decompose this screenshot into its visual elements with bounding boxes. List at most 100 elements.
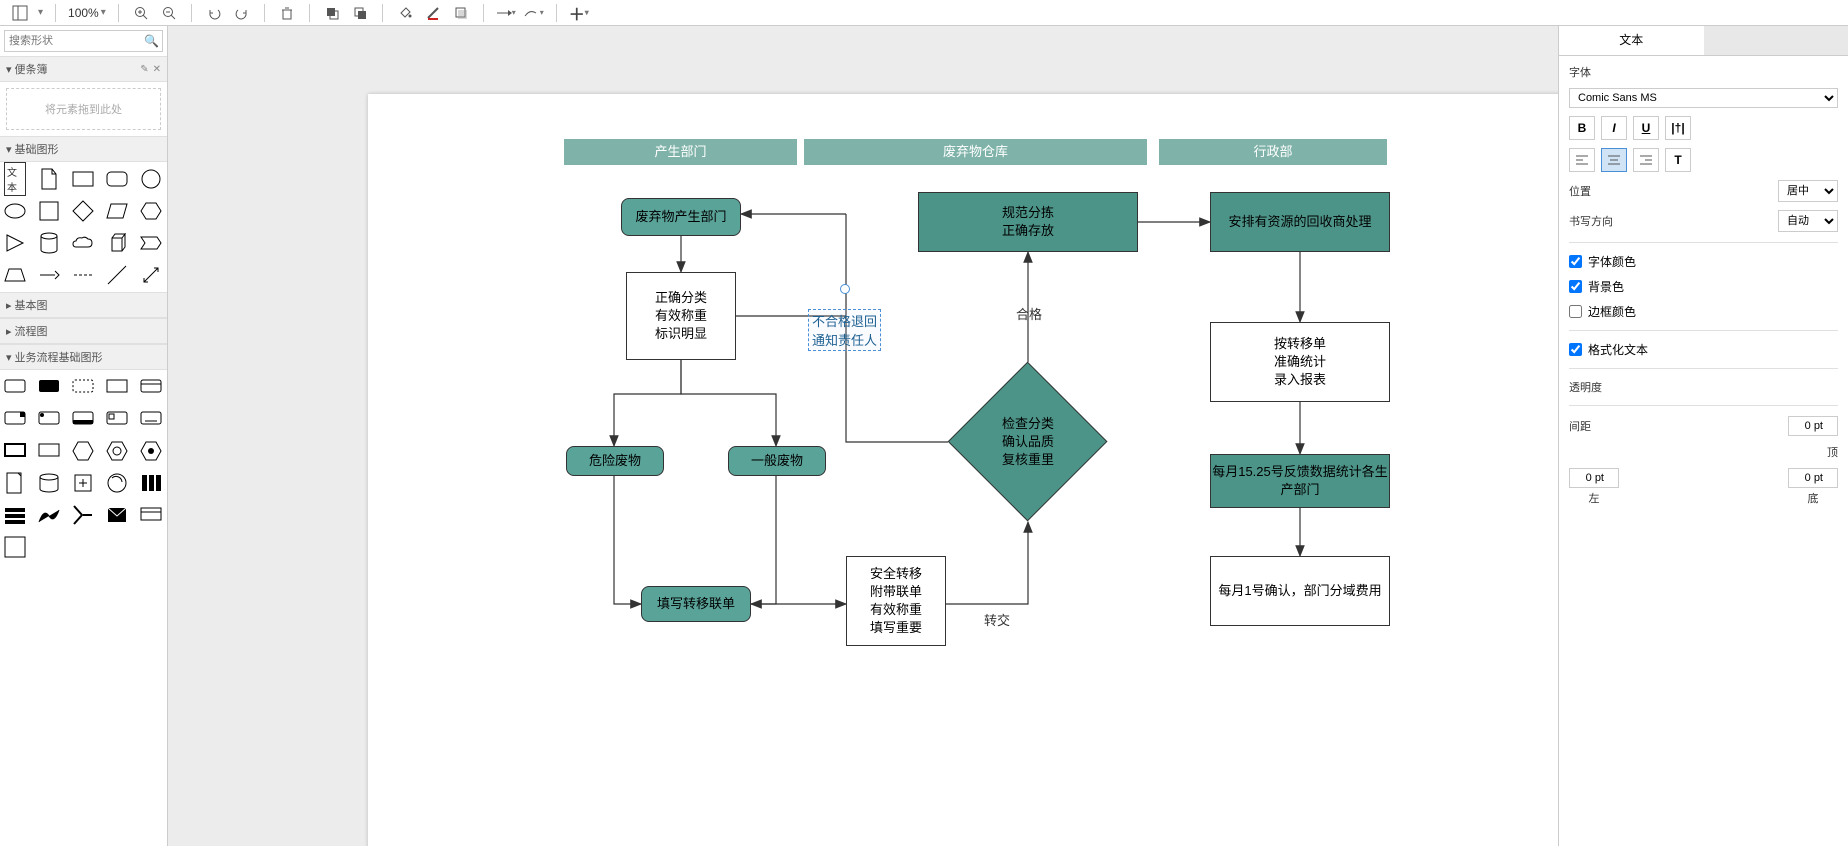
edit-icon[interactable]: ✎ [140, 64, 148, 75]
flow-node[interactable]: 安排有资源的回收商处理 [1210, 192, 1390, 252]
tab-other[interactable] [1704, 26, 1848, 55]
bpmn-shape-20[interactable] [4, 504, 26, 526]
scratch-drop[interactable]: 将元素拖到此处 [6, 88, 161, 130]
search-input[interactable] [4, 30, 163, 52]
shape-line[interactable] [106, 264, 128, 286]
zoom-level[interactable]: 100% ▾ [68, 6, 106, 20]
bpmn-shape-8[interactable] [106, 408, 128, 430]
search-icon[interactable]: 🔍 [144, 34, 159, 48]
edge-label[interactable]: 合格 [1016, 304, 1042, 323]
rotate-handle[interactable] [840, 284, 850, 294]
flow-node[interactable]: 废弃物产生部门 [621, 198, 741, 236]
shape-cube[interactable] [106, 232, 128, 254]
swimlane-header[interactable]: 废弃物仓库 [803, 138, 1148, 166]
bpmn-shape-19[interactable] [140, 472, 162, 494]
flow-node[interactable]: 按转移单准确统计录入报表 [1210, 322, 1390, 402]
dir-select[interactable]: 自动 [1778, 210, 1838, 232]
bpmn-shape-11[interactable] [38, 440, 60, 462]
flow-node[interactable]: 规范分拣正确存放 [918, 192, 1138, 252]
bpmn-shape-0[interactable] [4, 376, 26, 398]
bpmn-shape-23[interactable] [106, 504, 128, 526]
align-right-button[interactable] [1633, 148, 1659, 172]
section-basic-shapes[interactable]: ▾基础图形 [0, 136, 167, 162]
shape-cloud[interactable] [72, 232, 94, 254]
shape-page[interactable] [38, 168, 60, 190]
shape-dashed[interactable] [72, 264, 94, 286]
bpmn-shape-3[interactable] [106, 376, 128, 398]
bpmn-shape-14[interactable] [140, 440, 162, 462]
italic-button[interactable]: I [1601, 116, 1627, 140]
flow-node-diamond[interactable]: 检查分类确认品质复核重里 [948, 362, 1108, 522]
canvas[interactable]: 产生部门废弃物仓库行政部废弃物产生部门正确分类有效称重标识明显危险废物一般废物填… [368, 94, 1558, 846]
zoom-in-icon[interactable] [131, 3, 151, 23]
shape-rect[interactable] [72, 168, 94, 190]
redo-icon[interactable] [232, 3, 252, 23]
swimlane-header[interactable]: 行政部 [1158, 138, 1388, 166]
flow-node[interactable]: 安全转移附带联单有效称重填写重要 [846, 556, 946, 646]
shape-biarrow[interactable] [140, 264, 162, 286]
left-input[interactable] [1569, 468, 1619, 488]
shape-circle[interactable] [140, 168, 162, 190]
align-left-button[interactable] [1569, 148, 1595, 172]
bpmn-shape-22[interactable] [72, 504, 94, 526]
align-center-button[interactable] [1601, 148, 1627, 172]
underline-button[interactable]: U [1633, 116, 1659, 140]
conn-style-icon[interactable]: ▾ [496, 3, 516, 23]
bpmn-shape-16[interactable] [38, 472, 60, 494]
front-icon[interactable] [322, 3, 342, 23]
chk-bordercolor[interactable]: 边框颜色 [1569, 303, 1838, 320]
shape-text[interactable]: 文本 [4, 168, 26, 190]
bpmn-shape-6[interactable] [38, 408, 60, 430]
bpmn-shape-1[interactable] [38, 376, 60, 398]
chk-bgcolor[interactable]: 背景色 [1569, 278, 1838, 295]
close-icon[interactable]: ✕ [153, 64, 161, 75]
waypoint-icon[interactable]: ▾ [524, 3, 544, 23]
section-scratch[interactable]: ▾便条簿 ✎✕ [0, 56, 167, 82]
shape-tri[interactable] [4, 232, 26, 254]
shape-rounded[interactable] [106, 168, 128, 190]
section-flowchart[interactable]: ▸流程图 [0, 318, 167, 344]
flow-node[interactable]: 每月1号确认，部门分域费用 [1210, 556, 1390, 626]
edge-label[interactable]: 转交 [984, 610, 1010, 629]
shape-diamond[interactable] [72, 200, 94, 222]
undo-icon[interactable] [204, 3, 224, 23]
selected-edge-label[interactable]: 不合格退回通知责任人 [808, 309, 881, 351]
flow-node[interactable]: 正确分类有效称重标识明显 [626, 272, 736, 360]
shape-arrow[interactable] [38, 264, 60, 286]
fill-icon[interactable] [395, 3, 415, 23]
spacing-button[interactable]: |†| [1665, 116, 1691, 140]
spacing-input[interactable] [1788, 416, 1838, 436]
shadow-icon[interactable] [451, 3, 471, 23]
chk-fontcolor[interactable]: 字体颜色 [1569, 253, 1838, 270]
bpmn-shape-9[interactable] [140, 408, 162, 430]
tab-text[interactable]: 文本 [1559, 26, 1704, 55]
bpmn-shape-18[interactable] [106, 472, 128, 494]
layout-icon[interactable] [10, 3, 30, 23]
section-bpmn[interactable]: ▾业务流程基础图形 [0, 344, 167, 370]
bpmn-shape-5[interactable] [4, 408, 26, 430]
zoom-out-icon[interactable] [159, 3, 179, 23]
vert-top-button[interactable]: T [1665, 148, 1691, 172]
add-icon[interactable]: ＋▾ [569, 3, 589, 23]
bpmn-shape-13[interactable] [106, 440, 128, 462]
bpmn-shape-15[interactable] [4, 472, 26, 494]
flow-node[interactable]: 危险废物 [566, 446, 664, 476]
chk-format[interactable]: 格式化文本 [1569, 341, 1838, 358]
shape-hex[interactable] [140, 200, 162, 222]
shape-trap[interactable] [4, 264, 26, 286]
bpmn-shape-10[interactable] [4, 440, 26, 462]
shape-square[interactable] [38, 200, 60, 222]
canvas-area[interactable]: 产生部门废弃物仓库行政部废弃物产生部门正确分类有效称重标识明显危险废物一般废物填… [168, 26, 1558, 846]
bold-button[interactable]: B [1569, 116, 1595, 140]
bpmn-shape-12[interactable] [72, 440, 94, 462]
shape-ellipse[interactable] [4, 200, 26, 222]
section-basic-diagram[interactable]: ▸基本图 [0, 292, 167, 318]
flow-node[interactable]: 填写转移联单 [641, 586, 751, 622]
flow-node[interactable]: 每月15.25号反馈数据统计各生产部门 [1210, 454, 1390, 508]
bpmn-shape-2[interactable] [72, 376, 94, 398]
back-icon[interactable] [350, 3, 370, 23]
pos-select[interactable]: 居中 [1778, 180, 1838, 202]
bpmn-shape-7[interactable] [72, 408, 94, 430]
bpmn-shape-4[interactable] [140, 376, 162, 398]
bpmn-shape-21[interactable] [38, 504, 60, 526]
